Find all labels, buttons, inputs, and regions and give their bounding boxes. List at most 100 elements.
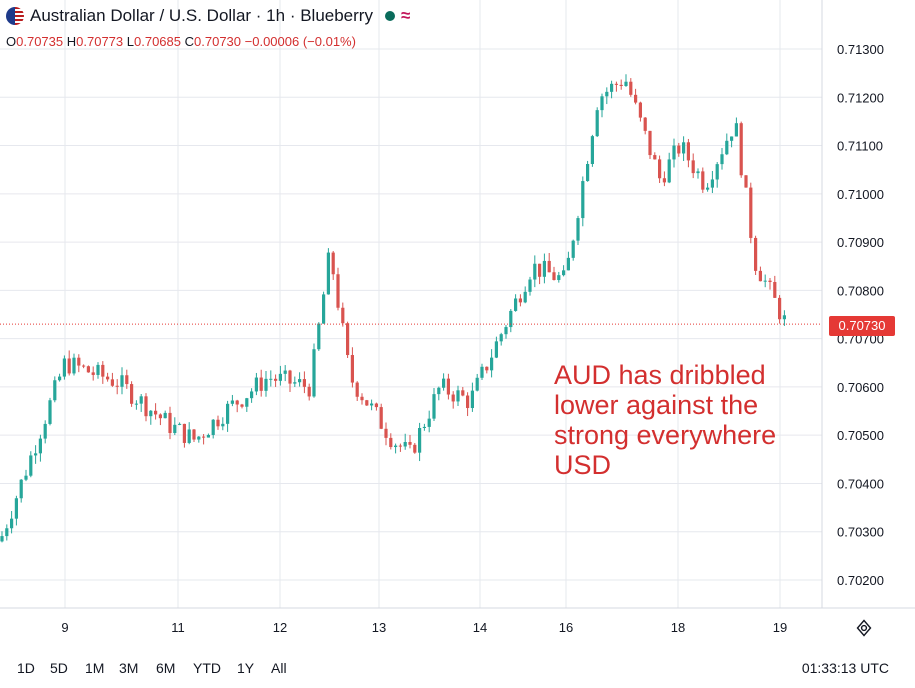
chart-grid (0, 0, 915, 609)
candle-body (96, 364, 100, 375)
candle-body (667, 159, 671, 183)
candle-body (341, 307, 345, 324)
candle-body (533, 263, 537, 280)
candle-body (245, 398, 249, 407)
range-5d-button[interactable]: 5D (50, 660, 68, 676)
candle-body (168, 412, 172, 434)
candle-body (379, 407, 383, 429)
settings-icon[interactable] (855, 619, 873, 637)
candle-body (480, 366, 484, 378)
candle-body (715, 164, 719, 180)
close-value: 0.70730 (194, 34, 242, 49)
range-6m-button[interactable]: 6M (156, 660, 176, 676)
price-tick-label: 0.70200 (837, 573, 884, 588)
change-value: −0.00006 (−0.01%) (244, 34, 356, 49)
candle-body (782, 315, 786, 320)
candle-body (773, 282, 777, 298)
candle-body (658, 159, 662, 179)
candle-body (365, 400, 369, 406)
candle-body (672, 145, 676, 160)
candle-body (202, 436, 206, 438)
candle-body (240, 404, 244, 407)
candle-body (403, 441, 407, 447)
time-tick-label: 16 (559, 620, 573, 635)
price-tick-label: 0.71300 (837, 42, 884, 57)
candle-body (187, 429, 191, 443)
candle-body (600, 96, 604, 111)
candle-body (230, 400, 234, 404)
range-1d-button[interactable]: 1D (17, 660, 35, 676)
candle-body (250, 391, 254, 399)
candle-body (456, 390, 460, 402)
candle-body (326, 252, 330, 295)
candle-body (101, 364, 105, 377)
candle-body (763, 280, 767, 282)
candle-body (134, 403, 138, 405)
candle-body (547, 260, 551, 273)
candle-body (523, 291, 527, 303)
range-ytd-button[interactable]: YTD (193, 660, 221, 676)
candle-body (470, 390, 474, 409)
candle-body (398, 445, 402, 447)
range-1m-button[interactable]: 1M (85, 660, 105, 676)
candle-body (653, 155, 657, 160)
candle-body (504, 327, 508, 335)
candle-body (485, 366, 489, 371)
candle-body (226, 403, 230, 424)
utc-clock[interactable]: 01:33:13 UTC (801, 660, 889, 676)
candle-body (475, 377, 479, 391)
candle-body (125, 375, 129, 385)
candle-body (307, 386, 311, 397)
time-tick-label: 18 (671, 620, 685, 635)
candle-body (158, 414, 162, 419)
candle-body (192, 429, 196, 440)
candle-body (739, 123, 743, 176)
low-label: L (126, 34, 134, 49)
candle-body (619, 84, 623, 86)
price-tick-label: 0.70400 (837, 476, 884, 491)
candle-body (77, 357, 81, 366)
candle-body (10, 518, 14, 529)
time-axis[interactable]: 9 11 12 13 14 16 18 19 (61, 620, 787, 635)
candle-body (638, 102, 642, 118)
candle-body (499, 334, 503, 342)
candle-body (110, 379, 114, 386)
candle-body (590, 136, 594, 165)
candle-body (206, 434, 210, 438)
candle-body (350, 355, 354, 383)
symbol-title[interactable]: Australian Dollar / U.S. Dollar · 1h · B… (30, 6, 373, 25)
candle-body (274, 378, 278, 381)
candle-body (586, 164, 590, 182)
range-1y-button[interactable]: 1Y (237, 660, 255, 676)
candle-body (293, 382, 297, 384)
price-axis[interactable]: 0.71300 0.71200 0.71100 0.71000 0.70900 0.708… (837, 42, 884, 588)
bottom-toolbar: 1D 5D 1M 3M 6M YTD 1Y All 01:33:13 UTC (0, 654, 915, 684)
candle-body (182, 423, 186, 443)
candle-body (514, 298, 518, 311)
candle-body (389, 437, 393, 448)
candle-body (235, 400, 239, 405)
candle-body (725, 140, 729, 155)
candle-body (5, 528, 9, 537)
candle-body (106, 376, 110, 380)
candle-body (552, 272, 556, 281)
range-3m-button[interactable]: 3M (119, 660, 139, 676)
candle-body (346, 323, 350, 356)
candle-body (298, 379, 302, 383)
range-all-button[interactable]: All (271, 660, 287, 676)
candle-body (331, 252, 335, 275)
candle-body (494, 341, 498, 358)
candle-body (648, 130, 652, 156)
candle-body (216, 419, 220, 427)
candle-body (408, 441, 412, 445)
time-tick-label: 12 (273, 620, 287, 635)
candle-body (557, 275, 561, 281)
time-tick-label: 19 (773, 620, 787, 635)
candle-body (283, 370, 287, 374)
candle-body (778, 297, 782, 320)
candle-body (163, 412, 167, 419)
price-tick-label: 0.71100 (837, 139, 883, 154)
candle-body (696, 171, 700, 174)
candle-body (221, 423, 225, 427)
